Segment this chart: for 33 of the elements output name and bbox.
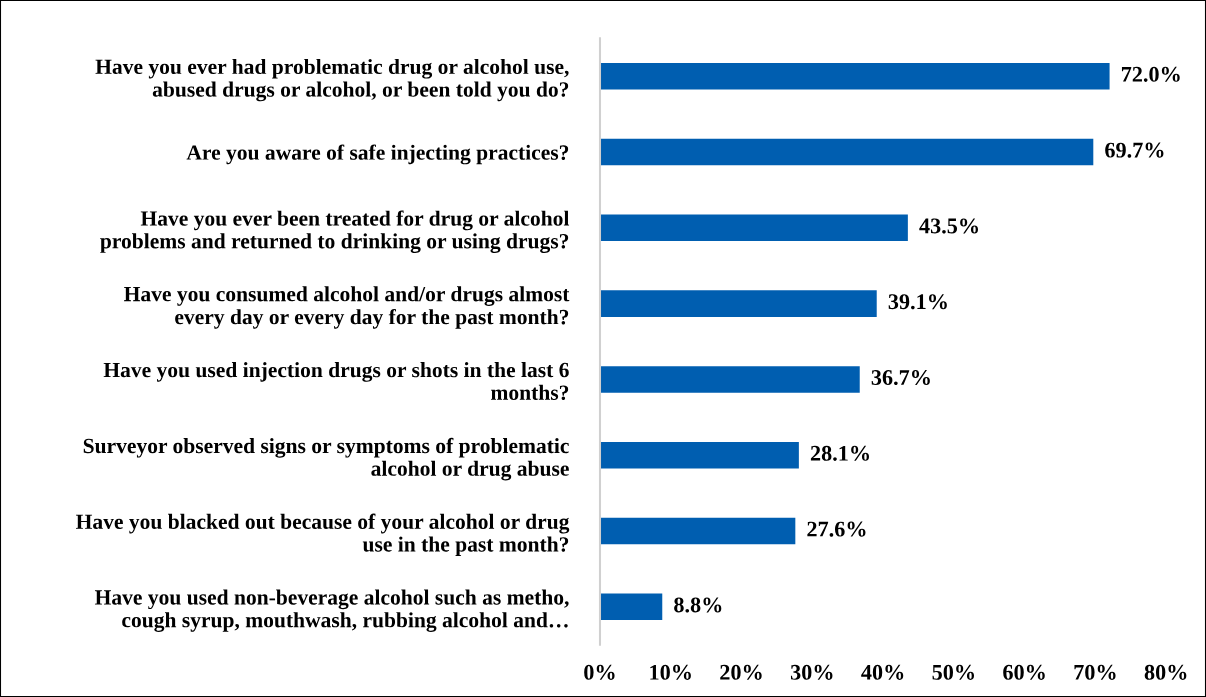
data-label: 8.8% [674, 597, 722, 613]
bar [599, 290, 877, 317]
x-tick-label: 60% [1003, 664, 1045, 680]
data-label: 43.5% [919, 218, 978, 234]
data-label: 72.0% [1121, 66, 1180, 82]
bar [599, 138, 1094, 166]
data-label: 36.7% [871, 370, 930, 386]
data-label: 69.7% [1105, 142, 1164, 158]
x-tick-label: 70% [1074, 664, 1116, 680]
data-label: 39.1% [888, 294, 947, 310]
bar [599, 441, 799, 469]
x-tick-label: 20% [720, 664, 762, 680]
bar [599, 593, 663, 621]
data-label: 28.1% [810, 445, 870, 461]
y-tick-label: Have you used non-beverage alcohol such as metho, cough syrup, mouthwash, rubbing alcohol and… [94, 589, 569, 632]
x-tick-label: 0% [584, 664, 615, 680]
y-tick-label: Have you used injection drugs or shots in the last 6 months? [103, 362, 569, 401]
x-tick-label: 10% [650, 664, 691, 680]
x-tick-label: 50% [932, 664, 975, 680]
y-tick-label: Have you ever had problematic drug or alcohol use, abused drugs or alcohol, or been told you do? [95, 58, 569, 102]
x-tick-label: 40% [861, 664, 904, 680]
y-tick-label: Have you consumed alcohol and/or drugs almost every day or every day for the past month? [124, 286, 570, 329]
y-tick-label: Have you ever been treated for drug or alcohol problems and returned to drinking or using drugs? [100, 210, 570, 253]
data-label: 27.6% [807, 521, 866, 537]
bar [599, 517, 796, 545]
bar [599, 214, 908, 242]
bar [599, 366, 860, 393]
bar [599, 62, 1110, 90]
y-tick-label: Are you aware of safe injecting practices? [186, 144, 569, 165]
y-tick-label: Surveyor observed signs or symptoms of problematic alcohol or drug abuse [83, 437, 569, 481]
x-tick-label: 80% [1144, 664, 1187, 680]
y-tick-label: Have you blacked out because of your alcohol or drug use in the past month? [76, 513, 570, 557]
x-tick-label: 30% [790, 664, 833, 680]
